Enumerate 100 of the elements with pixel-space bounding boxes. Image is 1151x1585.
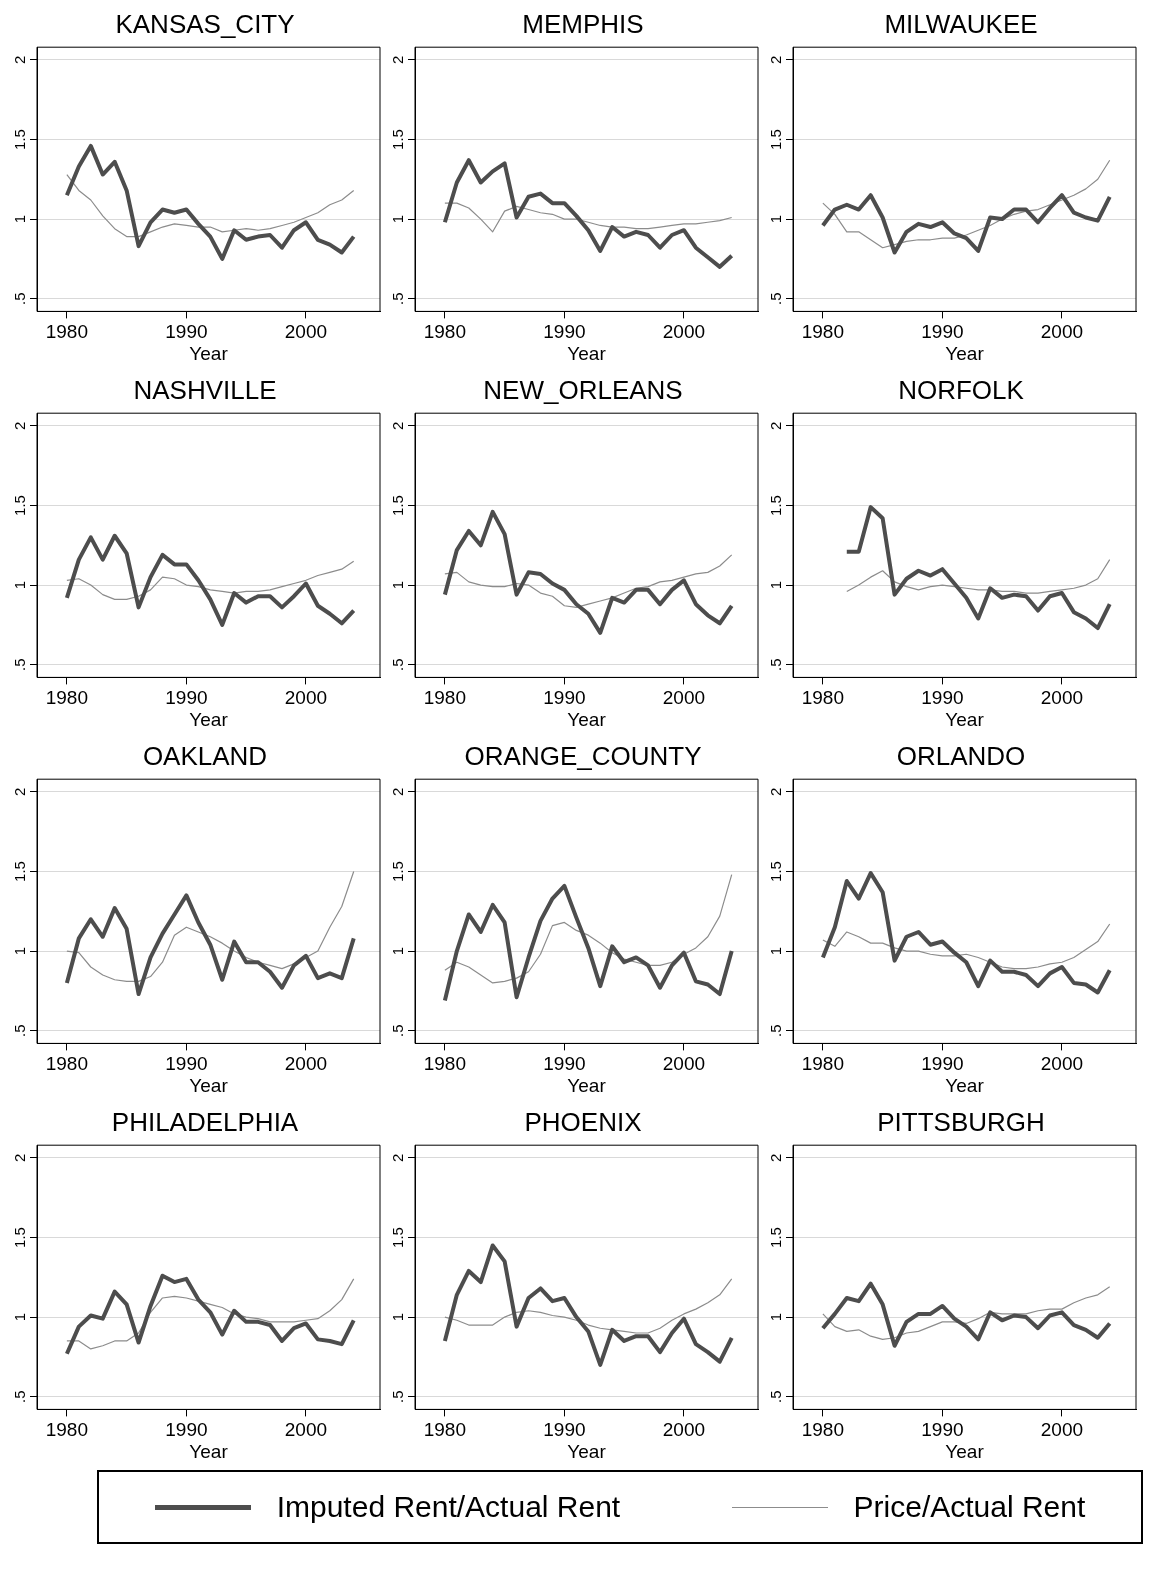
y-tick-label: 1: [10, 214, 28, 224]
y-tick-label: 2: [388, 1153, 406, 1163]
x-tick-label: 1990: [921, 687, 964, 709]
x-axis-title: Year: [945, 1074, 985, 1096]
legend-label: Imputed Rent/Actual Rent: [276, 1490, 621, 1524]
legend-label: Price/Actual Rent: [853, 1490, 1086, 1524]
x-tick-label: 1980: [423, 1419, 467, 1441]
y-tick-label: 1: [388, 214, 406, 224]
chart-title: MEMPHIS: [522, 8, 644, 39]
x-tick-label: 1990: [165, 321, 208, 343]
y-tick-label: 1: [388, 946, 406, 956]
x-axis-title: Year: [567, 342, 607, 364]
y-tick-label: 1: [766, 946, 784, 956]
chart-title: NORFOLK: [898, 374, 1025, 405]
y-tick-label: .5: [10, 1024, 28, 1037]
y-tick-label: 1.5: [10, 1227, 28, 1248]
x-tick-label: 1990: [921, 1419, 964, 1441]
y-tick-label: 1: [10, 1312, 28, 1322]
x-tick-label: 1980: [801, 1419, 845, 1441]
x-tick-label: 1990: [543, 1419, 586, 1441]
chart-title: NASHVILLE: [133, 374, 277, 405]
y-tick-label: .5: [766, 292, 784, 305]
x-axis-title: Year: [945, 1440, 985, 1462]
y-tick-label: 1.5: [766, 495, 784, 516]
x-tick-label: 1990: [543, 687, 586, 709]
y-tick-label: 2: [766, 55, 784, 65]
y-tick-label: 1: [766, 1312, 784, 1322]
chart-title: PHOENIX: [524, 1106, 642, 1137]
y-tick-label: .5: [388, 658, 406, 671]
x-tick-label: 1980: [801, 1053, 845, 1075]
x-tick-label: 2000: [284, 321, 328, 343]
y-tick-label: 1: [388, 1312, 406, 1322]
x-tick-label: 2000: [1040, 687, 1084, 709]
y-tick-label: 1: [766, 580, 784, 590]
y-tick-label: 1.5: [388, 129, 406, 150]
x-axis-title: Year: [189, 342, 229, 364]
y-tick-label: 1: [10, 946, 28, 956]
x-tick-label: 1990: [165, 687, 208, 709]
x-axis-title: Year: [567, 1074, 607, 1096]
y-tick-label: 1.5: [766, 861, 784, 882]
x-tick-label: 1980: [423, 321, 467, 343]
y-tick-label: 1: [10, 580, 28, 590]
x-tick-label: 1980: [801, 687, 845, 709]
y-tick-label: 2: [766, 421, 784, 431]
y-tick-label: 2: [10, 1153, 28, 1163]
x-tick-label: 2000: [662, 1419, 706, 1441]
x-tick-label: 1990: [921, 1053, 964, 1075]
chart-title: KANSAS_CITY: [115, 8, 295, 39]
y-tick-label: 1: [766, 214, 784, 224]
y-tick-label: 1.5: [766, 1227, 784, 1248]
x-tick-label: 2000: [1040, 321, 1084, 343]
y-tick-label: .5: [766, 1024, 784, 1037]
chart-title: ORLANDO: [896, 740, 1026, 771]
x-tick-label: 2000: [662, 1053, 706, 1075]
y-tick-label: 1: [388, 580, 406, 590]
x-tick-label: 1980: [423, 687, 467, 709]
y-tick-label: .5: [388, 1390, 406, 1403]
chart-title: PITTSBURGH: [877, 1106, 1045, 1137]
y-tick-label: 1.5: [10, 495, 28, 516]
chart-title: NEW_ORLEANS: [483, 374, 683, 405]
y-tick-label: 2: [766, 1153, 784, 1163]
x-tick-label: 1980: [45, 1419, 89, 1441]
y-tick-label: 2: [10, 55, 28, 65]
y-tick-label: .5: [388, 1024, 406, 1037]
y-tick-label: 1.5: [388, 1227, 406, 1248]
y-tick-label: 2: [388, 787, 406, 797]
y-tick-label: 2: [388, 55, 406, 65]
x-tick-label: 1990: [921, 321, 964, 343]
y-tick-label: 2: [10, 421, 28, 431]
y-tick-label: 1.5: [388, 495, 406, 516]
x-tick-label: 1990: [165, 1053, 208, 1075]
x-axis-title: Year: [189, 1440, 229, 1462]
x-tick-label: 1980: [801, 321, 845, 343]
x-axis-title: Year: [189, 708, 229, 730]
x-axis-title: Year: [189, 1074, 229, 1096]
y-tick-label: .5: [388, 292, 406, 305]
x-tick-label: 1990: [543, 1053, 586, 1075]
x-tick-label: 2000: [1040, 1053, 1084, 1075]
x-tick-label: 2000: [284, 1053, 328, 1075]
x-tick-label: 1980: [45, 687, 89, 709]
y-tick-label: 1.5: [10, 861, 28, 882]
chart-title: OAKLAND: [142, 740, 268, 771]
x-tick-label: 1980: [45, 1053, 89, 1075]
x-tick-label: 2000: [284, 687, 328, 709]
x-axis-title: Year: [567, 1440, 607, 1462]
y-tick-label: 1.5: [10, 129, 28, 150]
y-tick-label: 1.5: [388, 861, 406, 882]
y-tick-label: 2: [388, 421, 406, 431]
y-tick-label: .5: [10, 1390, 28, 1403]
y-tick-label: 1.5: [766, 129, 784, 150]
y-tick-label: 2: [766, 787, 784, 797]
chart-title: PHILADELPHIA: [111, 1106, 299, 1137]
x-tick-label: 2000: [284, 1419, 328, 1441]
y-tick-label: .5: [10, 658, 28, 671]
x-axis-title: Year: [945, 708, 985, 730]
y-tick-label: 2: [10, 787, 28, 797]
chart-title: ORANGE_COUNTY: [464, 740, 702, 771]
x-tick-label: 1980: [423, 1053, 467, 1075]
x-tick-label: 2000: [662, 321, 706, 343]
x-tick-label: 2000: [1040, 1419, 1084, 1441]
